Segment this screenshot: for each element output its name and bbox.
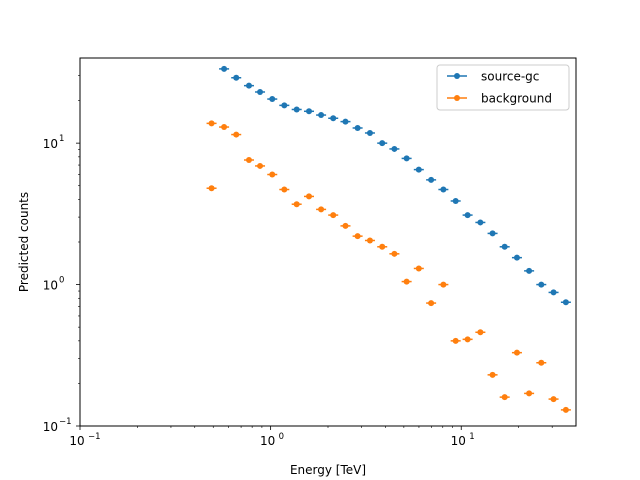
data-point bbox=[342, 118, 349, 125]
data-point bbox=[562, 406, 569, 413]
data-point bbox=[415, 265, 422, 272]
data-point bbox=[208, 185, 215, 192]
x-axis-label: Energy [TeV] bbox=[290, 463, 366, 477]
data-point bbox=[538, 281, 545, 288]
data-point bbox=[221, 124, 228, 131]
data-point bbox=[526, 390, 533, 397]
legend-box bbox=[436, 64, 570, 111]
data-point bbox=[342, 222, 349, 229]
series-layer bbox=[206, 65, 571, 413]
data-point bbox=[440, 281, 447, 288]
data-point bbox=[318, 112, 325, 119]
legend-item-source-gc: source-gc bbox=[447, 70, 539, 84]
data-point bbox=[366, 129, 373, 136]
legend: source-gc background bbox=[436, 64, 570, 111]
data-point bbox=[391, 250, 398, 257]
data-point bbox=[245, 157, 252, 164]
data-point bbox=[391, 145, 398, 152]
series-background bbox=[206, 120, 571, 413]
data-point bbox=[489, 230, 496, 237]
data-point bbox=[513, 349, 520, 356]
data-point bbox=[330, 115, 337, 122]
data-point bbox=[318, 206, 325, 213]
data-point bbox=[477, 329, 484, 336]
x-tick-label: 10 bbox=[69, 434, 84, 448]
data-point bbox=[366, 237, 373, 244]
data-point bbox=[501, 243, 508, 250]
data-point bbox=[428, 300, 435, 307]
y-tick-exponent: 0 bbox=[59, 276, 64, 286]
data-point bbox=[526, 267, 533, 274]
data-point bbox=[233, 74, 240, 81]
data-point bbox=[269, 171, 276, 178]
y-tick-exponent: 1 bbox=[59, 134, 64, 144]
data-point bbox=[208, 120, 215, 127]
y-axis-label: Predicted counts bbox=[17, 192, 31, 292]
data-point bbox=[513, 254, 520, 261]
legend-marker bbox=[454, 95, 460, 101]
data-point bbox=[269, 96, 276, 103]
data-point bbox=[281, 186, 288, 193]
data-point bbox=[354, 233, 361, 240]
data-point bbox=[501, 394, 508, 401]
y-tick-label: 10 bbox=[43, 420, 58, 434]
data-point bbox=[293, 106, 300, 113]
data-point bbox=[245, 82, 252, 89]
data-point bbox=[379, 243, 386, 250]
data-point bbox=[293, 201, 300, 208]
data-point bbox=[233, 131, 240, 138]
legend-marker bbox=[454, 73, 460, 79]
data-point bbox=[562, 299, 569, 306]
x-tick-exponent: 1 bbox=[469, 432, 474, 442]
data-point bbox=[257, 88, 264, 95]
data-point bbox=[257, 162, 264, 169]
data-point bbox=[452, 197, 459, 204]
y-tick-label: 10 bbox=[43, 279, 58, 293]
data-point bbox=[281, 102, 288, 109]
data-point bbox=[550, 289, 557, 296]
data-point bbox=[403, 278, 410, 285]
data-point bbox=[538, 359, 545, 366]
data-point bbox=[464, 212, 471, 219]
legend-label: background bbox=[481, 92, 552, 106]
x-tick-label: 10 bbox=[451, 434, 466, 448]
data-point bbox=[354, 124, 361, 131]
data-point bbox=[440, 186, 447, 193]
data-point bbox=[330, 212, 337, 219]
x-tick-exponent: 0 bbox=[279, 432, 284, 442]
data-point bbox=[379, 140, 386, 147]
data-point bbox=[452, 337, 459, 344]
series-source-gc bbox=[219, 65, 571, 306]
x-tick-exponent: −1 bbox=[88, 432, 101, 442]
data-point bbox=[306, 193, 313, 200]
data-point bbox=[489, 371, 496, 378]
data-point bbox=[550, 396, 557, 403]
y-tick-label: 10 bbox=[43, 137, 58, 151]
data-point bbox=[428, 176, 435, 183]
data-point bbox=[221, 65, 228, 72]
data-point bbox=[464, 336, 471, 343]
data-point bbox=[306, 108, 313, 115]
legend-label: source-gc bbox=[481, 70, 539, 84]
data-point bbox=[415, 166, 422, 173]
data-point bbox=[477, 219, 484, 226]
data-point bbox=[403, 155, 410, 162]
x-axis: 10 −1 10 0 10 1 bbox=[69, 426, 553, 448]
x-tick-label: 10 bbox=[260, 434, 275, 448]
y-tick-exponent: −1 bbox=[59, 417, 72, 427]
legend-item-background: background bbox=[447, 92, 552, 106]
